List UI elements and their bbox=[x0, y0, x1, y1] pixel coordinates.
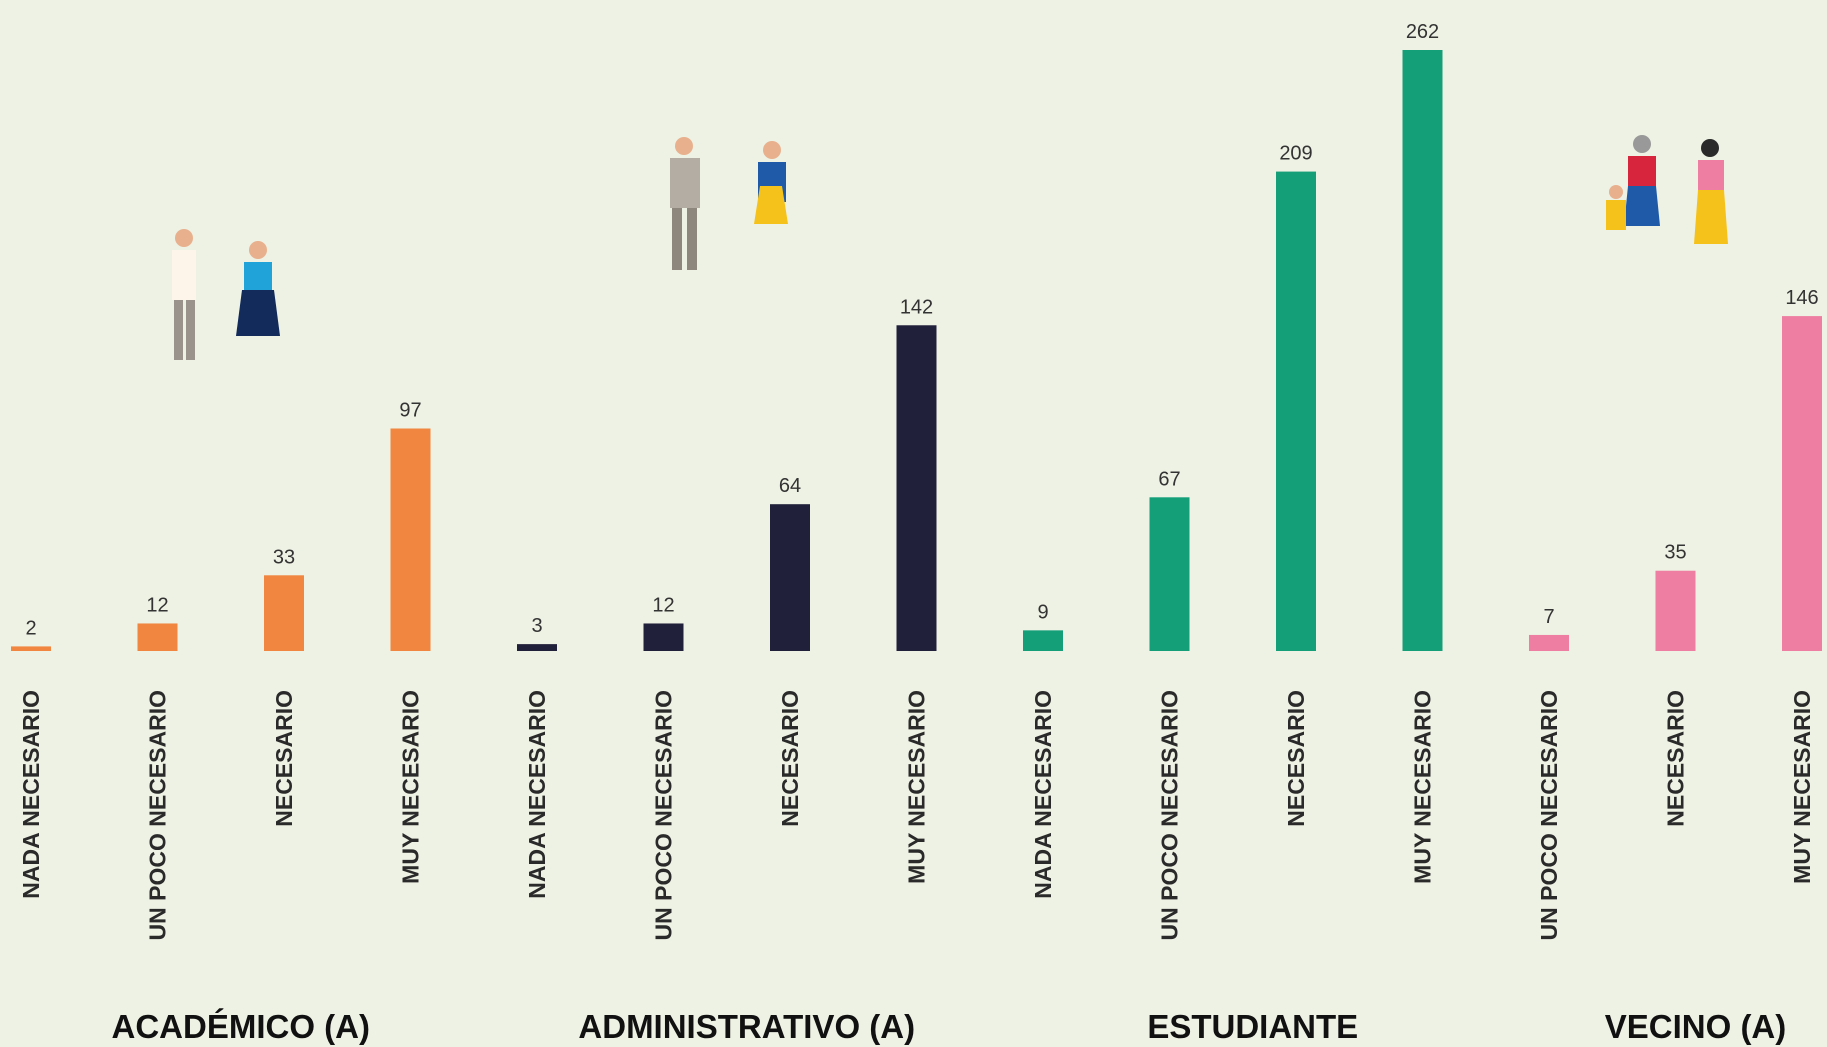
bar bbox=[643, 623, 684, 651]
category-label: NECESARIO bbox=[271, 690, 297, 827]
category-label: NECESARIO bbox=[1283, 690, 1309, 827]
value-label: 35 bbox=[1664, 542, 1686, 564]
group-label: ADMINISTRATIVO (A) bbox=[578, 1008, 915, 1045]
category-label: UN POCO NECESARIO bbox=[1536, 690, 1562, 940]
value-label: 64 bbox=[779, 475, 801, 497]
category-label: MUY NECESARIO bbox=[904, 690, 930, 884]
category-label: NADA NECESARIO bbox=[524, 690, 550, 899]
illustration-academico bbox=[172, 229, 280, 360]
value-label: 146 bbox=[1785, 287, 1818, 309]
category-label: NECESARIO bbox=[777, 690, 803, 827]
value-label: 3 bbox=[531, 615, 542, 637]
illustration-vecino bbox=[1606, 135, 1728, 244]
category-label: UN POCO NECESARIO bbox=[651, 690, 677, 940]
value-label: 67 bbox=[1158, 468, 1180, 490]
bar bbox=[137, 623, 178, 651]
value-label: 7 bbox=[1543, 606, 1554, 628]
bar bbox=[390, 428, 431, 651]
bar bbox=[1402, 50, 1443, 651]
value-label: 209 bbox=[1279, 143, 1312, 165]
bar bbox=[264, 575, 304, 651]
bar bbox=[11, 646, 51, 651]
bar bbox=[1782, 316, 1822, 651]
group-label: ACADÉMICO (A) bbox=[112, 1008, 370, 1045]
value-label: 142 bbox=[900, 296, 933, 318]
bar bbox=[517, 644, 557, 651]
value-label: 2 bbox=[25, 617, 36, 639]
category-label: NADA NECESARIO bbox=[1030, 690, 1056, 899]
value-label: 33 bbox=[273, 546, 295, 568]
category-label: MUY NECESARIO bbox=[1789, 690, 1815, 884]
category-label: UN POCO NECESARIO bbox=[145, 690, 171, 940]
bar bbox=[1023, 630, 1063, 651]
bar bbox=[1655, 570, 1696, 651]
value-label: 12 bbox=[146, 594, 168, 616]
bar bbox=[1276, 171, 1316, 651]
illustration-administrativo bbox=[670, 137, 788, 270]
category-label: MUY NECESARIO bbox=[398, 690, 424, 884]
value-label: 12 bbox=[652, 594, 674, 616]
bar bbox=[770, 504, 810, 651]
category-label: NECESARIO bbox=[1663, 690, 1689, 827]
category-label: NADA NECESARIO bbox=[18, 690, 44, 899]
category-label: UN POCO NECESARIO bbox=[1157, 690, 1183, 940]
bar bbox=[896, 325, 937, 651]
bar bbox=[1529, 634, 1569, 651]
bar bbox=[1149, 497, 1190, 651]
group-label: VECINO (A) bbox=[1605, 1008, 1787, 1045]
group-label: ESTUDIANTE bbox=[1147, 1008, 1358, 1045]
value-label: 262 bbox=[1406, 21, 1439, 43]
category-label: MUY NECESARIO bbox=[1410, 690, 1436, 884]
value-label: 97 bbox=[399, 399, 421, 421]
value-label: 9 bbox=[1037, 601, 1048, 623]
